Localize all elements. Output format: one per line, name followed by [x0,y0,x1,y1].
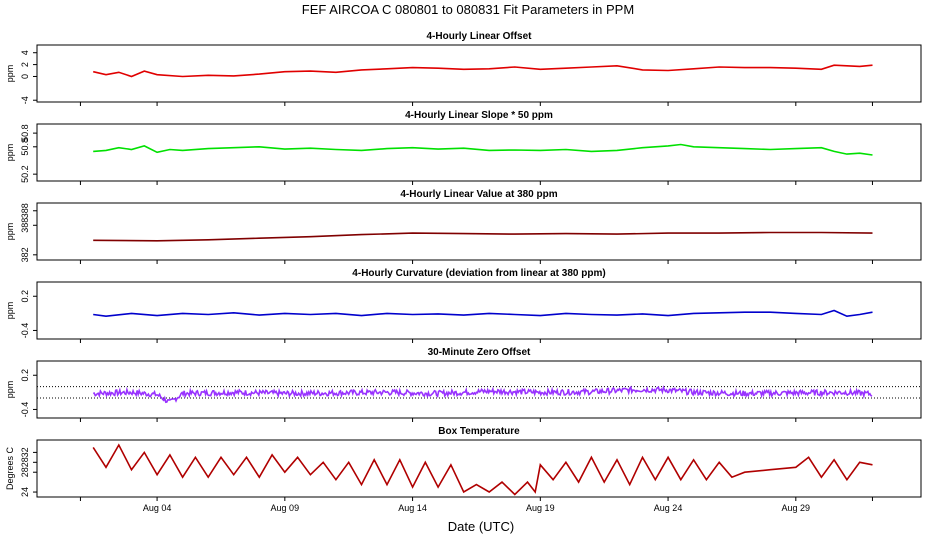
figure-title: FEF AIRCOA C 080801 to 080831 Fit Parame… [302,2,634,17]
panel-5: 30-Minute Zero Offset ppm 0.2 -0.4 [5,347,922,422]
panel-1: 4-Hourly Linear Offset ppm 4 2 0 -4 [5,31,922,106]
series-line [93,64,873,78]
panel-title: 4-Hourly Linear Offset [426,31,532,42]
panel-title: 4-Hourly Linear Slope * 50 ppm [405,110,553,121]
x-axis-label: Date (UTC) [448,519,514,534]
y-axis-label: ppm [5,144,15,162]
y-tick-label: 388 [20,218,30,233]
panel-frame [36,44,922,103]
panel-frame [36,281,922,340]
series-line [93,309,873,318]
y-tick-label: 50.2 [20,165,30,183]
y-tick-label: 32 [20,447,30,457]
panel-3: 4-Hourly Linear Value at 380 ppmppm38838… [5,189,922,264]
y-tick-label: 0 [20,74,30,79]
y-tick-label: 388 [20,203,30,218]
y-tick-label: 50.8 [20,124,30,142]
y-tick-label: 382 [20,247,30,262]
x-tick-label: Aug 14 [398,503,427,513]
series-line [92,385,873,404]
panel-4: 4-Hourly Curvature (deviation from linea… [5,268,922,343]
y-tick-label: 50.8 [20,138,30,156]
x-tick-label: Aug 29 [782,503,811,513]
x-tick-label: Aug 19 [526,503,555,513]
y-tick-label: 4 [20,50,30,55]
panel-frame [36,123,922,182]
panel-title: 30-Minute Zero Offset [428,347,531,358]
y-axis-label: ppm [5,223,15,241]
series-line [93,231,873,242]
panel-title: 4-Hourly Linear Value at 380 ppm [400,189,557,200]
y-axis-label: ppm [5,381,15,399]
y-axis-label: ppm [5,65,15,83]
series-line [92,443,873,496]
y-tick-label: 2 [20,62,30,67]
y-tick-label: -0.4 [20,323,30,339]
panel-frame [36,439,922,498]
y-tick-label: -0.4 [20,402,30,418]
panel-frame [36,360,922,419]
y-tick-label: 0.2 [20,290,30,303]
x-tick-label: Aug 09 [271,503,300,513]
panel-frame [36,202,922,261]
x-axis: Aug 04 Aug 09 Aug 14 Aug 19 Aug 24 Aug 29 [143,503,810,513]
series-line [93,143,873,156]
panel-2: 4-Hourly Linear Slope * 50 ppmppm50.850.… [5,110,922,185]
panel-title: 4-Hourly Curvature (deviation from linea… [352,268,605,279]
y-tick-label: 28 [20,467,30,477]
panel-title: Box Temperature [438,426,520,437]
y-axis-label: ppm [5,302,15,320]
y-tick-label: 24 [20,487,30,497]
y-tick-label: 0.2 [20,369,30,382]
y-tick-label: 28 [20,457,30,467]
x-tick-label: Aug 04 [143,503,172,513]
y-tick-label: -4 [20,96,30,104]
y-axis-label: Degrees C [5,446,15,490]
x-tick-label: Aug 24 [654,503,683,513]
